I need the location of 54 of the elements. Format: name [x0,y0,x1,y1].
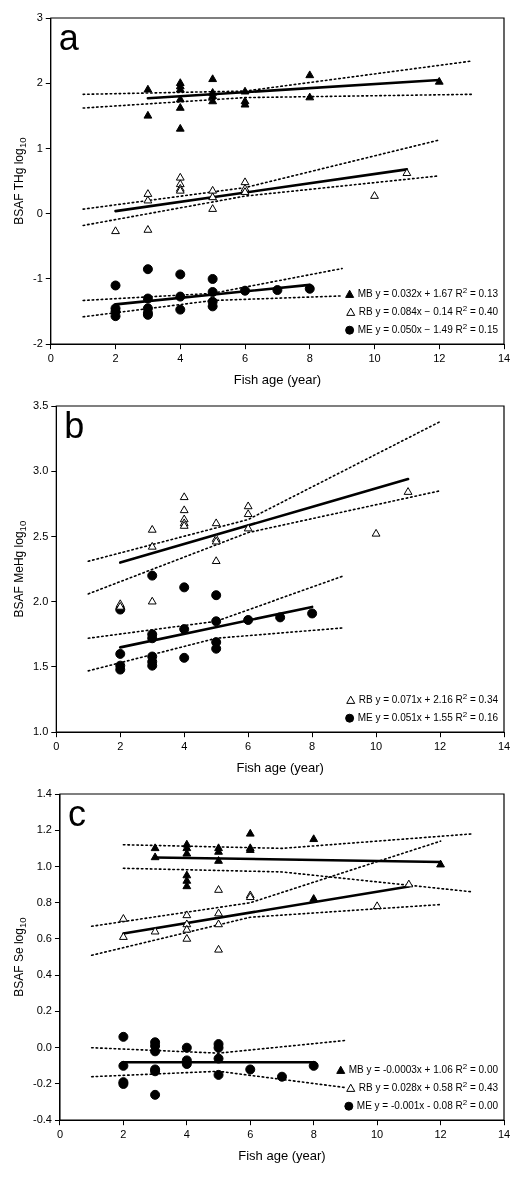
y-tick-label: 0.2 [36,1004,52,1017]
y-tick-label: 2.0 [32,594,49,607]
y-tick-label: 3.0 [32,464,49,477]
x-tick-label: 0 [56,1127,64,1140]
x-tick-label: 4 [183,1127,190,1140]
y-tick-label: 0 [36,206,43,219]
x-tick-label: 2 [112,351,119,364]
x-tick-label: 4 [177,351,184,364]
x-tick-label: 0 [53,739,60,752]
y-tick-label: 1.0 [32,725,49,738]
y-tick-label: 3.5 [32,399,49,412]
x-tick-label: 6 [241,351,249,364]
x-tick-label: 8 [306,351,313,364]
x-tick-label: 10 [371,1127,384,1140]
x-tick-label: 8 [310,1127,317,1140]
x-tick-label: 14 [497,351,511,364]
y-tick-label: 2 [36,76,43,89]
x-tick-label: 10 [369,739,383,752]
y-tick-label: -0.2 [32,1076,52,1089]
x-tick-label: 12 [433,739,447,752]
y-tick-label: 1.5 [32,659,49,672]
x-tick-label: 6 [247,1127,254,1140]
y-tick-label: 1 [36,141,43,154]
y-tick-label: -2 [33,337,43,350]
y-tick-label: 0.6 [36,932,52,945]
y-tick-label: 3 [36,11,43,24]
x-tick-label: 2 [117,739,124,752]
annotation: c [67,792,86,834]
x-tick-label: 2 [120,1127,127,1140]
x-tick-label: 8 [309,739,316,752]
y-tick-label: -0.4 [32,1113,52,1126]
x-tick-label: 12 [433,351,446,364]
x-axis-title: Fish age (year) [233,371,322,387]
x-tick-label: 14 [497,739,511,752]
y-tick-label: 1.4 [36,787,52,800]
annotation: a [58,16,80,58]
y-axis-title: BSAF THg log10 [12,137,29,225]
y-tick-label: 0.0 [36,1040,52,1053]
x-tick-label: 10 [368,351,381,364]
y-tick-label: -1 [33,271,43,284]
x-tick-label: 6 [245,739,252,752]
x-tick-label: 4 [181,739,188,752]
y-tick-label: 0.8 [36,895,52,908]
x-tick-label: 14 [497,1127,511,1140]
y-tick-label: 1.2 [36,823,52,836]
y-tick-label: 2.5 [32,529,49,542]
y-axis-title: BSAF MeHg log10 [12,520,29,618]
x-tick-label: 12 [434,1127,447,1140]
x-axis-title: Fish age (year) [238,1147,326,1163]
x-axis-title: Fish age (year) [236,759,324,775]
y-tick-label: 1.0 [36,859,52,872]
y-tick-label: 0.4 [36,968,52,981]
annotation: b [64,404,85,446]
y-axis-title: BSAF Se log10 [12,917,29,997]
